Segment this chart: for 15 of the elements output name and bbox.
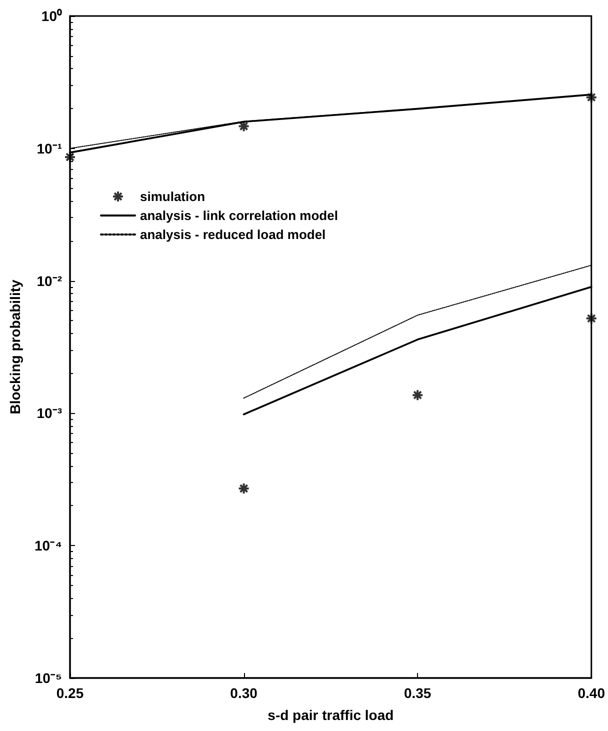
x-axis-title: s-d pair traffic load <box>268 707 394 723</box>
y-tick-label: 10⁻² <box>36 272 62 289</box>
legend-label: analysis - reduced load model <box>140 227 326 242</box>
y-axis-title: Blocking probability <box>7 280 23 414</box>
y-tick-label: 10⁻⁴ <box>34 538 62 554</box>
legend-label: analysis - link correlation model <box>140 208 338 223</box>
y-tick-label: 10⁻³ <box>36 405 62 422</box>
x-tick-label: 0.40 <box>578 685 606 701</box>
y-tick-label: 10⁻¹ <box>36 140 62 156</box>
x-tick-label: 0.30 <box>230 685 258 701</box>
y-tick-label: 10⁻⁵ <box>34 670 62 686</box>
legend-label: simulation <box>140 189 206 204</box>
x-tick-label: 0.35 <box>404 685 432 701</box>
y-tick-label: 10⁰ <box>41 8 62 24</box>
x-tick-label: 0.25 <box>56 685 84 701</box>
